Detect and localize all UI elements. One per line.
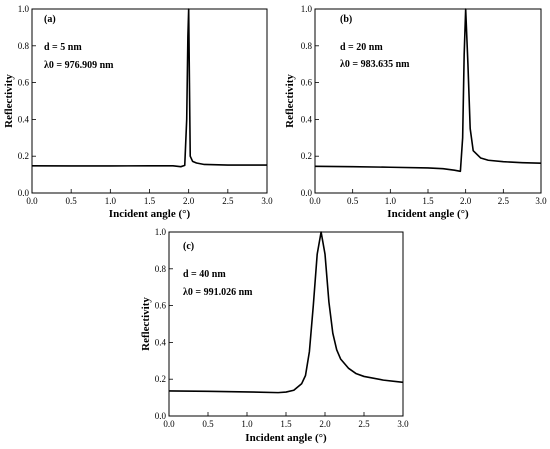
panel-label: (a): [44, 14, 56, 25]
x-tick-label: 0.5: [347, 196, 359, 206]
x-tick-label: 1.5: [280, 419, 292, 429]
reflectivity-curve: [314, 8, 542, 173]
x-axis-title: Incident angle (°): [245, 432, 327, 444]
x-tick-label: 1.0: [105, 196, 117, 206]
y-tick-label: 0.4: [155, 337, 167, 347]
y-tick-label: 0.6: [301, 78, 313, 88]
x-tick-label: 3.0: [261, 196, 273, 206]
x-axis-title: Incident angle (°): [109, 208, 191, 220]
x-tick-label: 2.0: [183, 196, 195, 206]
wavelength-annotation: λ0 = 976.909 nm: [44, 60, 114, 71]
x-tick-label: 0.5: [66, 196, 78, 206]
y-axis-title: Reflectivity: [3, 74, 15, 128]
x-axis-title: Incident angle (°): [387, 208, 469, 220]
plot-frame: [314, 8, 542, 194]
x-tick-label: 2.0: [319, 419, 331, 429]
x-tick-label: 1.0: [241, 419, 253, 429]
chart-panel-2: 0.0 0.5 1.0 1.5 2.0 2.5 3.0 0.0 0.2 0.4 0.6 0.8 1.0 I…: [284, 4, 547, 220]
y-tick-label: 0.4: [18, 114, 30, 124]
y-tick-label: 0.0: [301, 188, 313, 198]
x-tick-label: 1.5: [144, 196, 156, 206]
y-tick-label: 0.8: [155, 264, 167, 274]
x-tick-label: 1.5: [422, 196, 434, 206]
thickness-annotation: d = 20 nm: [340, 42, 383, 53]
y-tick-label: 0.6: [18, 78, 30, 88]
y-tick-label: 0.2: [301, 151, 312, 161]
x-tick-label: 0.0: [26, 196, 38, 206]
thickness-annotation: d = 5 nm: [44, 42, 82, 53]
wavelength-annotation: λ0 = 983.635 nm: [340, 59, 410, 70]
reflectivity-curve: [168, 231, 404, 394]
thickness-annotation: d = 40 nm: [183, 269, 226, 280]
y-tick-label: 0.6: [155, 301, 167, 311]
plot-frame: [168, 231, 404, 417]
y-tick-label: 0.0: [155, 411, 167, 421]
y-tick-label: 0.8: [301, 41, 313, 51]
chart-panel-3: 0.0 0.5 1.0 1.5 2.0 2.5 3.0 0.0 0.2 0.4 0.6 0.8 1.0 I…: [140, 227, 409, 444]
y-tick-label: 1.0: [155, 227, 167, 237]
x-tick-label: 1.0: [385, 196, 397, 206]
x-tick-label: 2.5: [358, 419, 370, 429]
y-tick-label: 0.2: [18, 151, 29, 161]
x-tick-label: 2.5: [498, 196, 510, 206]
y-tick-label: 0.0: [18, 188, 30, 198]
y-axis-title: Reflectivity: [140, 297, 152, 351]
y-axis-title: Reflectivity: [284, 74, 296, 128]
reflectivity-curve: [31, 8, 267, 168]
y-tick-label: 0.2: [155, 374, 166, 384]
x-tick-label: 0.0: [163, 419, 175, 429]
x-tick-label: 2.5: [222, 196, 234, 206]
x-tick-label: 3.0: [397, 419, 409, 429]
y-tick-label: 0.8: [18, 41, 30, 51]
x-tick-label: 2.0: [460, 196, 472, 206]
x-tick-label: 3.0: [535, 196, 547, 206]
panel-label: (c): [183, 241, 194, 252]
x-tick-label: 0.0: [309, 196, 321, 206]
x-tick-label: 0.5: [202, 419, 214, 429]
y-tick-label: 0.4: [301, 114, 313, 124]
y-tick-label: 1.0: [18, 4, 30, 14]
chart-panel-1: 0.0 0.5 1.0 1.5 2.0 2.5 3.0 0.0 0.2 0.4 0.6 0.8 1.0 I…: [3, 4, 273, 220]
wavelength-annotation: λ0 = 991.026 nm: [183, 287, 253, 298]
y-tick-label: 1.0: [301, 4, 313, 14]
panel-label: (b): [340, 14, 352, 25]
